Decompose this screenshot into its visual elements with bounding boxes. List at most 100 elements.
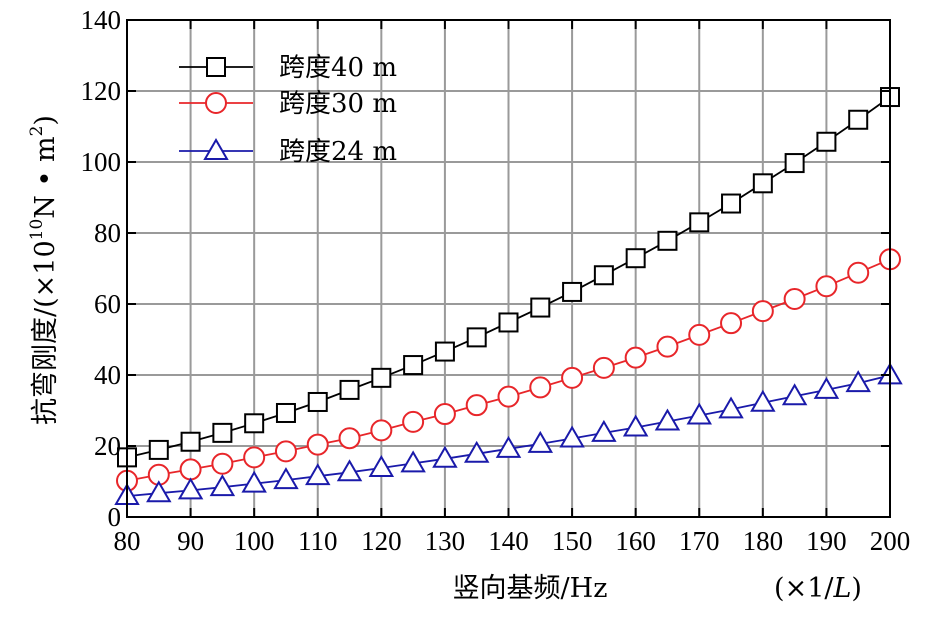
data-point-series-2 — [783, 288, 806, 311]
legend-label-1: 跨度40 m — [279, 53, 397, 83]
data-point-series-2 — [274, 440, 297, 463]
data-point-series-2 — [688, 323, 711, 346]
data-point-series-2 — [751, 300, 774, 323]
data-point-series-2 — [338, 427, 361, 450]
y-tick-label: 80 — [94, 218, 121, 248]
data-point-series-3 — [750, 389, 776, 412]
x-tick-label: 100 — [234, 526, 275, 556]
data-point-series-2 — [529, 376, 552, 399]
data-point-series-3 — [336, 459, 363, 482]
data-point-series-1 — [244, 413, 265, 434]
data-point-series-1 — [816, 131, 837, 152]
y-axis-label-unit: N • m — [30, 136, 61, 218]
data-point-series-2 — [465, 394, 488, 417]
x-tick-labels: 80 90 100 110 120 130 140 150 160 170 180 190 200 — [114, 526, 911, 556]
x-tick-label: 170 — [679, 526, 720, 556]
data-point-series-3 — [591, 419, 617, 442]
x-tick-label: 120 — [361, 526, 402, 556]
x-tick-label: 140 — [488, 526, 529, 556]
data-point-series-3 — [432, 445, 458, 468]
legend-marker-1 — [206, 57, 226, 77]
data-point-series-2 — [211, 452, 234, 475]
data-point-series-3 — [305, 463, 331, 486]
x-tick-label: 200 — [870, 526, 911, 556]
y-tick-label: 0 — [108, 502, 122, 532]
data-point-series-2 — [402, 410, 425, 433]
data-point-series-1 — [689, 212, 710, 233]
data-point-series-3 — [209, 474, 236, 497]
x-tick-label: 110 — [298, 526, 338, 556]
x-tick-label: 190 — [806, 526, 847, 556]
y-tick-label: 120 — [81, 76, 122, 106]
data-point-series-1 — [657, 230, 678, 251]
data-point-series-3 — [718, 396, 744, 419]
data-point-series-1 — [275, 402, 296, 423]
data-point-series-1 — [212, 422, 233, 443]
data-point-series-3 — [368, 455, 395, 478]
y-tick-labels: 0 20 40 60 80 100 120 140 — [81, 5, 122, 532]
x-tick-label: 130 — [425, 526, 466, 556]
data-point-series-1 — [848, 109, 869, 130]
x-tick-label: 180 — [743, 526, 784, 556]
data-point-series-3 — [463, 440, 490, 463]
data-point-series-3 — [845, 370, 871, 393]
data-point-series-1 — [498, 312, 519, 333]
data-point-series-1 — [307, 391, 328, 412]
data-point-series-1 — [784, 153, 805, 174]
x-tick-label: 150 — [552, 526, 593, 556]
y-tick-label: 40 — [94, 360, 121, 390]
data-point-series-1 — [752, 173, 773, 194]
data-point-series-3 — [813, 376, 840, 399]
y-tick-label: 140 — [81, 5, 122, 35]
data-point-series-3 — [400, 450, 426, 473]
data-point-series-2 — [370, 419, 393, 442]
data-point-series-2 — [624, 346, 647, 369]
data-point-series-2 — [656, 335, 679, 358]
y-axis-label-suffix: ) — [30, 115, 61, 126]
data-point-series-1 — [403, 355, 424, 376]
data-point-series-3 — [781, 383, 808, 406]
legend-label-3: 跨度24 m — [279, 137, 397, 167]
x-axis-unit-note: (×1/L) — [774, 573, 862, 604]
y-tick-label: 20 — [94, 431, 121, 461]
axis-ticks — [126, 19, 891, 518]
x-tick-label: 160 — [615, 526, 656, 556]
legend-marker-3 — [203, 138, 229, 160]
x-axis-label: 竖向基频/Hz — [453, 573, 608, 604]
data-point-series-3 — [527, 430, 554, 453]
data-point-series-1 — [371, 367, 392, 388]
data-point-series-2 — [561, 366, 584, 389]
data-point-series-1 — [339, 379, 360, 400]
data-point-series-1 — [148, 439, 169, 460]
data-point-series-2 — [179, 458, 202, 481]
data-point-series-3 — [273, 467, 299, 490]
y-axis-label-prefix: 抗弯刚度/(×10 — [30, 240, 61, 425]
legend-label-2: 跨度30 m — [279, 89, 397, 119]
y-tick-label: 60 — [94, 289, 121, 319]
y-axis-label-square: 2 — [27, 126, 47, 137]
data-point-series-2 — [306, 433, 329, 456]
data-point-series-3 — [654, 408, 681, 431]
data-point-series-1 — [180, 431, 201, 452]
data-point-series-2 — [433, 403, 456, 426]
data-point-series-1 — [530, 297, 551, 318]
data-point-series-3 — [559, 425, 585, 448]
data-point-series-2 — [847, 261, 870, 284]
data-point-series-1 — [466, 327, 487, 348]
data-point-series-1 — [434, 341, 455, 362]
data-point-series-3 — [146, 480, 172, 503]
x-tick-label: 80 — [114, 526, 141, 556]
data-point-series-1 — [721, 193, 742, 214]
data-point-series-1 — [625, 248, 646, 269]
data-point-series-3 — [622, 414, 649, 437]
legend-marker-2 — [205, 92, 227, 114]
data-point-series-3 — [241, 470, 267, 493]
y-axis-label: 抗弯刚度/(×1010N • m2) — [27, 115, 61, 425]
x-tick-label: 90 — [177, 526, 204, 556]
data-point-series-2 — [497, 385, 520, 408]
y-tick-label: 100 — [81, 147, 122, 177]
data-point-series-3 — [177, 477, 204, 500]
data-point-series-2 — [243, 446, 266, 469]
legend: 跨度40 m 跨度30 m 跨度24 m — [179, 53, 397, 167]
